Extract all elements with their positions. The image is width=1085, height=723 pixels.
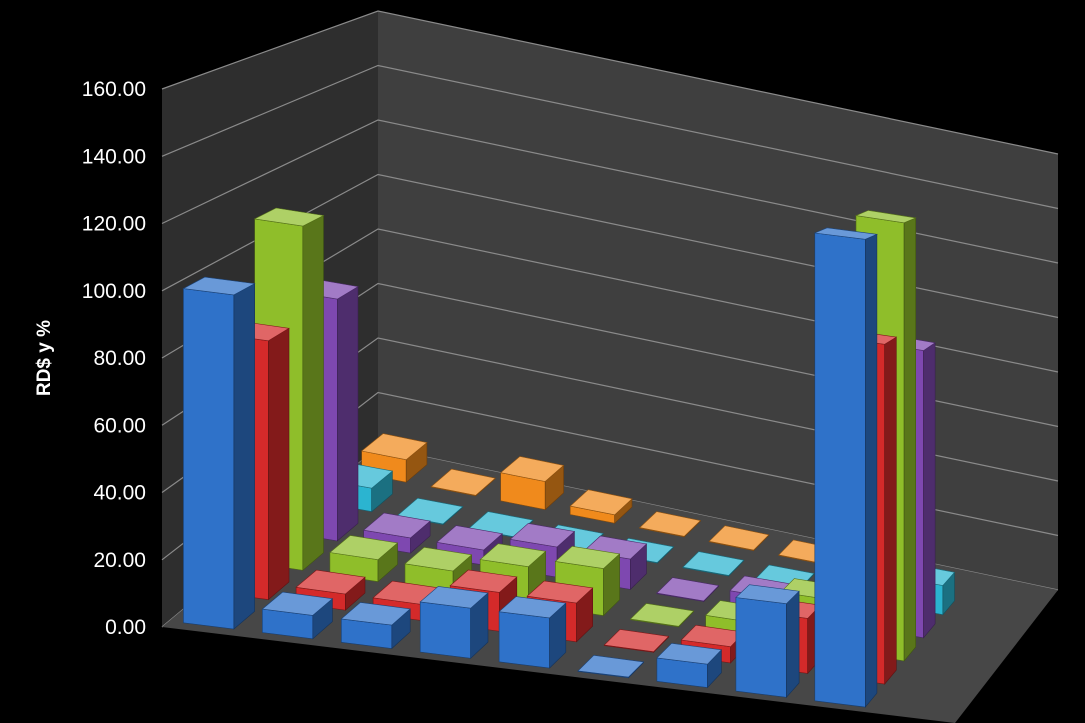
bar xyxy=(569,489,633,524)
bar xyxy=(656,577,720,603)
bar xyxy=(329,535,399,583)
y-tick-label: 120.00 xyxy=(82,213,146,236)
y-tick-label: 140.00 xyxy=(82,145,146,168)
y-tick-label: 60.00 xyxy=(93,414,146,437)
bar xyxy=(629,603,695,628)
gridline xyxy=(161,10,1059,155)
bar xyxy=(363,512,431,554)
bar xyxy=(500,456,565,511)
y-tick-label: 80.00 xyxy=(93,347,146,370)
bar xyxy=(639,511,702,538)
gridline xyxy=(161,64,1059,210)
gridline xyxy=(161,119,1059,264)
bar xyxy=(708,525,770,552)
bar xyxy=(498,596,567,669)
y-axis-ticks: 0.00 20.00 40.00 60.00 80.00 100.00 120.00 140.… xyxy=(82,78,146,639)
bar xyxy=(419,586,489,659)
bar xyxy=(735,584,800,699)
y-tick-label: 100.00 xyxy=(82,280,146,303)
bar xyxy=(340,602,411,650)
y-tick-label: 20.00 xyxy=(93,549,146,572)
bar xyxy=(182,276,256,630)
bars xyxy=(182,207,956,708)
bar xyxy=(656,642,723,689)
y-tick-label: 40.00 xyxy=(93,482,146,505)
y-axis-title: RD$ y % xyxy=(34,320,55,396)
y-tick-label: 160.00 xyxy=(82,78,146,101)
bar xyxy=(261,591,334,640)
bar xyxy=(603,629,670,654)
bar xyxy=(430,468,496,497)
bar xyxy=(577,654,645,679)
y-tick-label: 0.00 xyxy=(105,616,146,639)
bar xyxy=(682,551,745,577)
bar xyxy=(813,227,879,708)
